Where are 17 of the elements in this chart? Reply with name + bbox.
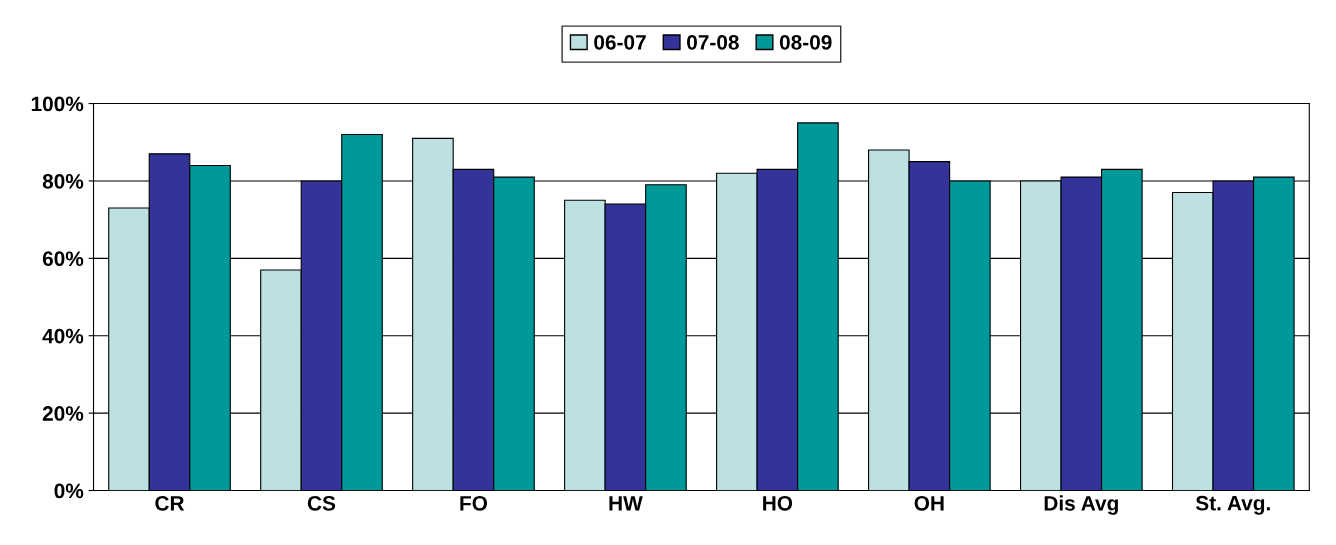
x-tick-label: Dis Avg	[1044, 495, 1118, 515]
x-tick-label: HO	[763, 495, 793, 511]
y-tick-label: 60%	[42, 251, 84, 267]
x-tick-label: St. Avg.	[1195, 495, 1270, 515]
x-tick-label: HW	[609, 496, 643, 511]
x-tick-label: CR	[155, 495, 185, 511]
y-tick-label: 0%	[54, 483, 84, 499]
x-tick-label: CS	[307, 495, 336, 511]
y-tick-label: 80%	[42, 173, 84, 189]
x-tick-label: OH	[914, 495, 944, 511]
y-tick-label: 40%	[42, 328, 84, 344]
y-tick-label: 20%	[42, 406, 84, 421]
y-tick-label: 100%	[31, 96, 84, 112]
legend-label: 07-08	[687, 34, 739, 50]
legend-label: 08-09	[779, 34, 832, 50]
legend-label: 06-07	[594, 34, 646, 50]
x-tick-label: FO	[460, 495, 488, 511]
